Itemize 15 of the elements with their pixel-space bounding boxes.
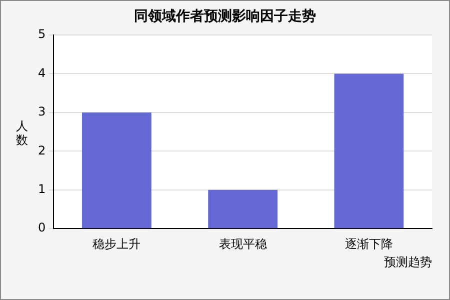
y-tick-label: 0 [38, 220, 46, 235]
y-tick-label: 4 [38, 66, 46, 80]
y-tick-label: 5 [38, 27, 46, 42]
bar [208, 190, 278, 228]
chart-title: 同领域作者预测影响因子走势 [134, 8, 316, 25]
x-tick-label: 稳步上升 [92, 236, 141, 251]
y-tick-label: 1 [38, 182, 46, 196]
bar [334, 74, 404, 228]
x-tick-label: 逐渐下降 [344, 236, 393, 251]
y-tick-label: 3 [38, 104, 46, 119]
y-axis-title: 人数 [16, 119, 28, 148]
y-tick-label: 2 [38, 143, 46, 158]
x-axis-title: 预测趋势 [384, 255, 432, 270]
bar [82, 112, 152, 228]
x-tick-label: 表现平稳 [218, 236, 267, 251]
